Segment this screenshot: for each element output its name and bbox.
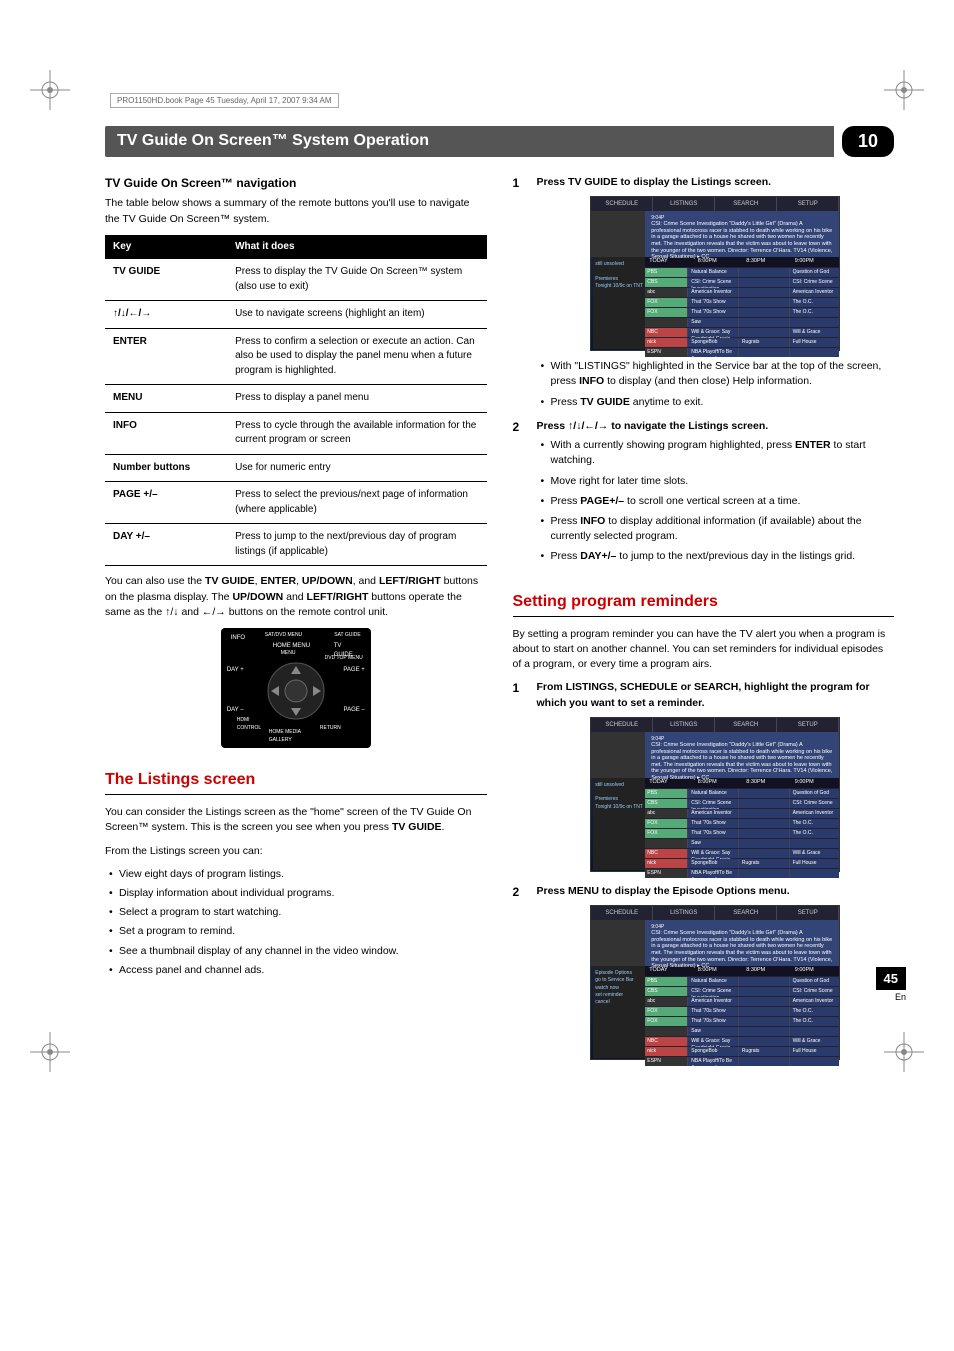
remote-lbl-satdvd: SAT/DVD MENU: [265, 632, 302, 639]
table-cell-key: PAGE +/–: [105, 482, 227, 524]
table-row: MENUPress to display a panel menu: [105, 385, 487, 413]
table-cell-key: DAY +/–: [105, 524, 227, 566]
list-item: Press DAY+/– to jump to the next/previou…: [541, 549, 895, 564]
tv-listings-screenshot-2: SCHEDULELISTINGSSEARCHSETUP9:04PCSI: Cri…: [590, 717, 840, 872]
step-1: 1 Press TV GUIDE to display the Listings…: [513, 175, 895, 415]
step-1-bullets: With "LISTINGS" highlighted in the Servi…: [537, 359, 895, 410]
nav-intro: The table below shows a summary of the r…: [105, 196, 487, 226]
page-lang: En: [876, 992, 906, 1002]
table-head-key: Key: [105, 235, 227, 260]
remote-dpad-icon: [261, 660, 331, 722]
r-step-1: 1 From LISTINGS, SCHEDULE or SEARCH, hig…: [513, 680, 895, 879]
table-cell-desc: Press to display the TV Guide On Screen™…: [227, 259, 486, 301]
table-cell-desc: Press to cycle through the available inf…: [227, 412, 486, 454]
list-item: Display information about individual pro…: [109, 886, 487, 901]
table-row: ENTERPress to confirm a selection or exe…: [105, 328, 487, 385]
table-cell-desc: Press to jump to the next/previous day o…: [227, 524, 486, 566]
list-item: Press PAGE+/– to scroll one vertical scr…: [541, 494, 895, 509]
remote-lbl-gallery: HOME MEDIAGALLERY: [269, 729, 301, 744]
remote-lbl-pageminus: PAGE –: [344, 706, 365, 715]
remote-lbl-dayminus: DAY –: [227, 706, 244, 715]
step-1-num: 1: [513, 175, 527, 415]
list-item: Set a program to remind.: [109, 924, 487, 939]
list-item: Select a program to start watching.: [109, 905, 487, 920]
table-cell-desc: Press to confirm a selection or execute …: [227, 328, 486, 385]
step-2-title: Press ↑/↓/←/→ to navigate the Listings s…: [537, 419, 895, 434]
nav-heading: TV Guide On Screen™ navigation: [105, 175, 487, 192]
r-step-1-num: 1: [513, 680, 527, 879]
list-item: See a thumbnail display of any channel i…: [109, 944, 487, 959]
table-cell-key: MENU: [105, 385, 227, 413]
step-2-bullets: With a currently showing program highlig…: [537, 438, 895, 565]
listings-lead: From the Listings screen you can:: [105, 844, 487, 859]
tv-listings-screenshot-1: SCHEDULELISTINGSSEARCHSETUP9:04PCSI: Cri…: [590, 196, 840, 351]
list-item: Access panel and channel ads.: [109, 963, 487, 978]
table-row: PAGE +/–Press to select the previous/nex…: [105, 482, 487, 524]
remote-control-image: INFO SAT/DVD MENU SAT GUIDE HOME MENU TV…: [221, 628, 371, 748]
list-item: Move right for later time slots.: [541, 474, 895, 489]
title-bar-text: TV Guide On Screen™ System Operation: [105, 126, 834, 157]
listings-bullets: View eight days of program listings. Disp…: [105, 867, 487, 978]
title-bar: TV Guide On Screen™ System Operation 10: [105, 126, 894, 157]
listings-intro: You can consider the Listings screen as …: [105, 805, 487, 835]
chapter-number: 10: [842, 126, 894, 157]
r-step-2-title: Press MENU to display the Episode Option…: [537, 884, 895, 899]
table-row: TV GUIDEPress to display the TV Guide On…: [105, 259, 487, 301]
step-2: 2 Press ↑/↓/←/→ to navigate the Listings…: [513, 419, 895, 570]
table-cell-desc: Press to display a panel menu: [227, 385, 486, 413]
table-cell-key: ENTER: [105, 328, 227, 385]
table-cell-key: INFO: [105, 412, 227, 454]
remote-lbl-dayplus: DAY +: [227, 666, 244, 675]
table-row: INFOPress to cycle through the available…: [105, 412, 487, 454]
table-cell-desc: Use to navigate screens (highlight an it…: [227, 301, 486, 329]
reminders-section-title: Setting program reminders: [513, 590, 895, 617]
step-1-title: Press TV GUIDE to display the Listings s…: [537, 175, 895, 190]
reminders-intro: By setting a program reminder you can ha…: [513, 627, 895, 673]
table-cell-key: TV GUIDE: [105, 259, 227, 301]
tv-listings-screenshot-3: SCHEDULELISTINGSSEARCHSETUP9:04PCSI: Cri…: [590, 905, 840, 1060]
after-table-note: You can also use the TV GUIDE, ENTER, UP…: [105, 574, 487, 620]
remote-lbl-pageplus: PAGE +: [343, 666, 364, 675]
list-item: View eight days of program listings.: [109, 867, 487, 882]
left-column: TV Guide On Screen™ navigation The table…: [105, 175, 487, 1072]
table-row: DAY +/–Press to jump to the next/previou…: [105, 524, 487, 566]
right-column: 1 Press TV GUIDE to display the Listings…: [513, 175, 895, 1072]
table-head-what: What it does: [227, 235, 486, 260]
remote-lbl-return: RETURN: [320, 725, 341, 732]
page-footer: 45 En: [876, 967, 906, 1002]
table-cell-desc: Press to select the previous/next page o…: [227, 482, 486, 524]
remote-lbl-info: INFO: [231, 634, 245, 643]
key-table: Key What it does TV GUIDEPress to displa…: [105, 235, 487, 567]
remote-lbl-menu: MENU: [281, 650, 296, 657]
remote-lbl-hdmi: HDMICONTROL: [237, 717, 261, 732]
header-note: PRO1150HD.book Page 45 Tuesday, April 17…: [110, 93, 339, 108]
list-item: With "LISTINGS" highlighted in the Servi…: [541, 359, 895, 389]
list-item: Press INFO to display additional informa…: [541, 514, 895, 544]
remote-lbl-satguide: SAT GUIDE: [334, 632, 361, 639]
table-row: ↑/↓/←/→Use to navigate screens (highligh…: [105, 301, 487, 329]
list-item: Press TV GUIDE anytime to exit.: [541, 395, 895, 410]
table-row: Number buttonsUse for numeric entry: [105, 454, 487, 482]
r-step-1-title: From LISTINGS, SCHEDULE or SEARCH, highl…: [537, 680, 895, 710]
table-cell-desc: Use for numeric entry: [227, 454, 486, 482]
r-step-2: 2 Press MENU to display the Episode Opti…: [513, 884, 895, 1068]
table-cell-key: Number buttons: [105, 454, 227, 482]
listings-section-title: The Listings screen: [105, 768, 487, 795]
r-step-2-num: 2: [513, 884, 527, 1068]
step-2-num: 2: [513, 419, 527, 570]
list-item: With a currently showing program highlig…: [541, 438, 895, 468]
page-number: 45: [876, 967, 906, 990]
table-cell-key: ↑/↓/←/→: [105, 301, 227, 329]
